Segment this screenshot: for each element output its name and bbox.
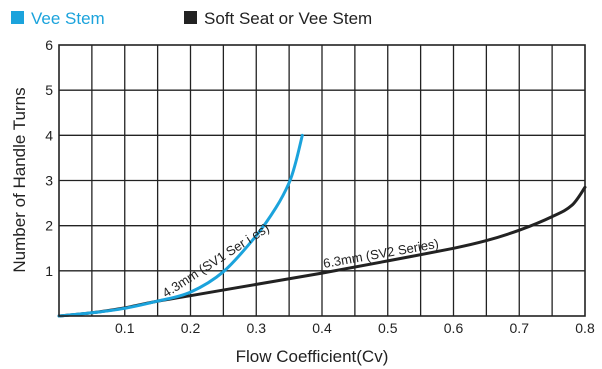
legend: Vee Stem Soft Seat or Vee Stem — [11, 9, 372, 28]
y-tick-label: 4 — [45, 127, 53, 143]
legend-label-vee-stem: Vee Stem — [31, 9, 105, 28]
x-axis-label: Flow Coefficient(Cv) — [236, 347, 389, 366]
x-tick-labels: 0.1 0.2 0.3 0.4 0.5 0.6 0.7 0.8 — [115, 320, 595, 336]
annotation-vee-stem: 4.3mm (SV1 Ser i es) — [159, 220, 271, 300]
x-tick-label: 0.3 — [247, 320, 267, 336]
y-axis-label: Number of Handle Turns — [10, 87, 29, 272]
legend-swatch-soft-seat — [184, 11, 197, 24]
x-tick-label: 0.8 — [575, 320, 595, 336]
x-tick-label: 0.7 — [510, 320, 530, 336]
legend-label-soft-seat: Soft Seat or Vee Stem — [204, 9, 372, 28]
y-tick-label: 3 — [45, 173, 53, 189]
x-tick-label: 0.2 — [181, 320, 201, 336]
legend-swatch-vee-stem — [11, 11, 24, 24]
annotation-soft-seat: 6.3mm (SV2 Series) — [322, 236, 440, 271]
y-tick-label: 2 — [45, 218, 53, 234]
grid — [59, 45, 585, 316]
x-tick-label: 0.5 — [378, 320, 398, 336]
x-tick-label: 0.4 — [312, 320, 332, 336]
y-tick-label: 6 — [45, 37, 53, 53]
x-tick-label: 0.1 — [115, 320, 135, 336]
y-tick-labels: 1 2 3 4 5 6 — [45, 37, 53, 279]
y-tick-label: 1 — [45, 263, 53, 279]
y-tick-label: 5 — [45, 82, 53, 98]
x-tick-label: 0.6 — [444, 320, 464, 336]
